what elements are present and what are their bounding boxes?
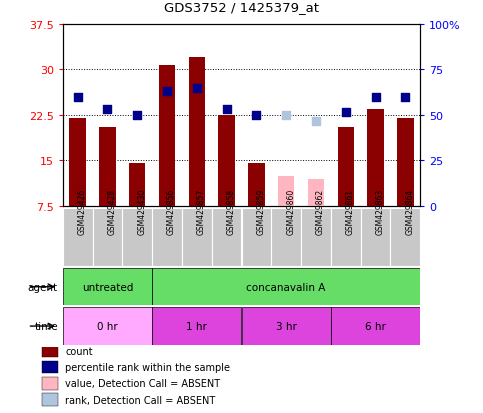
Text: 6 hr: 6 hr bbox=[365, 321, 386, 331]
Text: 0 hr: 0 hr bbox=[97, 321, 118, 331]
Bar bbox=[152, 209, 182, 266]
Point bbox=[223, 106, 230, 113]
Bar bbox=[390, 209, 420, 266]
Text: agent: agent bbox=[28, 282, 58, 292]
Text: 1 hr: 1 hr bbox=[186, 321, 207, 331]
Bar bbox=[301, 209, 331, 266]
Bar bbox=[122, 209, 152, 266]
Point bbox=[193, 85, 201, 92]
Bar bbox=[43, 377, 58, 390]
Text: GSM429430: GSM429430 bbox=[137, 188, 146, 235]
Bar bbox=[93, 209, 122, 266]
Text: 3 hr: 3 hr bbox=[276, 321, 297, 331]
Bar bbox=[212, 209, 242, 266]
Bar bbox=[182, 209, 212, 266]
Bar bbox=[70, 119, 86, 206]
Bar bbox=[43, 361, 58, 373]
Text: percentile rank within the sample: percentile rank within the sample bbox=[65, 362, 230, 373]
Bar bbox=[152, 308, 242, 345]
Text: untreated: untreated bbox=[82, 282, 133, 292]
Text: GSM429861: GSM429861 bbox=[346, 188, 355, 235]
Text: GSM429859: GSM429859 bbox=[256, 188, 265, 235]
Text: value, Detection Call = ABSENT: value, Detection Call = ABSENT bbox=[65, 378, 220, 389]
Point bbox=[163, 88, 171, 95]
Bar bbox=[278, 176, 294, 206]
Bar bbox=[43, 393, 58, 406]
Text: count: count bbox=[65, 346, 93, 356]
Text: GSM429860: GSM429860 bbox=[286, 188, 295, 235]
Point bbox=[74, 94, 82, 101]
Point bbox=[133, 112, 141, 119]
Bar bbox=[397, 119, 413, 206]
Text: GDS3752 / 1425379_at: GDS3752 / 1425379_at bbox=[164, 2, 319, 14]
Bar bbox=[308, 179, 324, 206]
Bar bbox=[152, 268, 420, 306]
Bar bbox=[338, 128, 354, 206]
Text: GSM429428: GSM429428 bbox=[108, 188, 116, 235]
Point bbox=[282, 112, 290, 119]
Bar bbox=[63, 209, 93, 266]
Bar bbox=[331, 308, 420, 345]
Bar bbox=[43, 345, 58, 357]
Point bbox=[401, 94, 409, 101]
Text: time: time bbox=[34, 321, 58, 331]
Text: GSM429426: GSM429426 bbox=[78, 188, 86, 235]
Bar bbox=[159, 65, 175, 206]
Point bbox=[372, 94, 380, 101]
Bar bbox=[368, 109, 384, 206]
Bar bbox=[63, 268, 152, 306]
Point bbox=[342, 109, 350, 116]
Bar bbox=[271, 209, 301, 266]
Bar bbox=[63, 308, 152, 345]
Bar bbox=[361, 209, 390, 266]
Bar bbox=[242, 209, 271, 266]
Bar bbox=[331, 209, 361, 266]
Text: GSM429862: GSM429862 bbox=[316, 188, 325, 235]
Text: concanavalin A: concanavalin A bbox=[246, 282, 326, 292]
Text: GSM429856: GSM429856 bbox=[167, 188, 176, 235]
Text: GSM429864: GSM429864 bbox=[405, 188, 414, 235]
Point bbox=[312, 119, 320, 125]
Bar bbox=[129, 164, 145, 206]
Text: rank, Detection Call = ABSENT: rank, Detection Call = ABSENT bbox=[65, 394, 215, 405]
Text: GSM429863: GSM429863 bbox=[376, 188, 384, 235]
Bar bbox=[218, 116, 235, 206]
Point bbox=[104, 106, 112, 113]
Text: GSM429858: GSM429858 bbox=[227, 188, 236, 235]
Bar bbox=[248, 164, 265, 206]
Bar bbox=[189, 58, 205, 206]
Bar bbox=[242, 308, 331, 345]
Point bbox=[253, 112, 260, 119]
Text: GSM429857: GSM429857 bbox=[197, 188, 206, 235]
Bar bbox=[99, 128, 115, 206]
